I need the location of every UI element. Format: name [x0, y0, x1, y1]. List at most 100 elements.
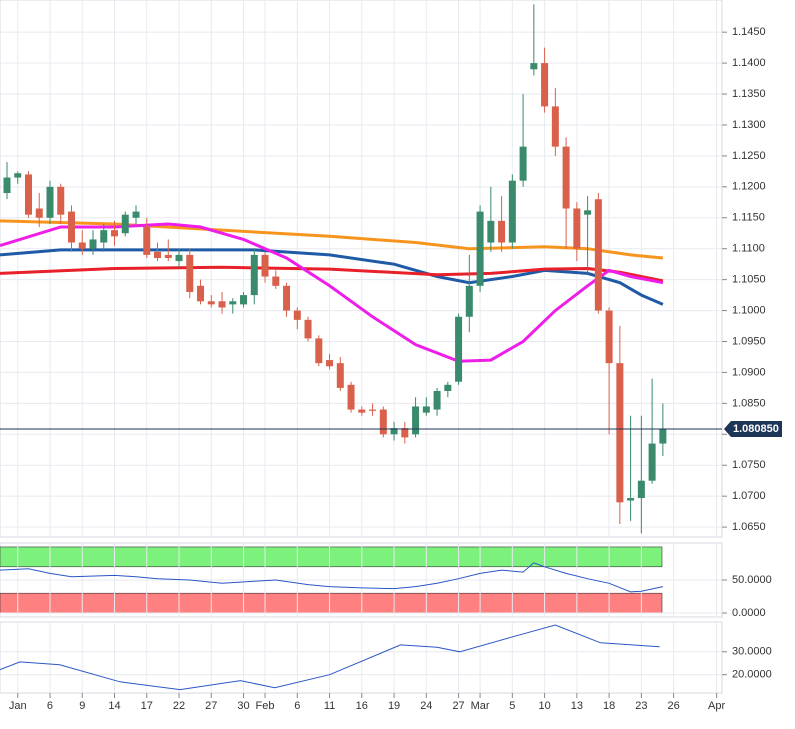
candle-body: [111, 230, 119, 237]
band: [0, 592, 663, 614]
candle-body: [121, 214, 129, 234]
y-tick-label: 0.0000: [732, 607, 766, 619]
y-tick-label: 1.1200: [732, 181, 766, 193]
candle-body: [455, 316, 463, 382]
y-tick-label: 20.0000: [732, 669, 772, 681]
x-tick-label: Apr: [708, 700, 725, 712]
y-tick-label: 1.1450: [732, 26, 766, 38]
candle-body: [390, 428, 398, 435]
y-tick-label: 1.1350: [732, 88, 766, 100]
candle-body: [57, 186, 65, 215]
moving-average: [0, 265, 664, 283]
candle-body: [240, 295, 248, 305]
x-tick-label: 24: [420, 700, 432, 712]
candle-body: [3, 177, 11, 194]
x-tick-label: 16: [356, 700, 368, 712]
indicator-line: [0, 562, 664, 593]
candle-body: [347, 384, 355, 410]
candle-body: [551, 106, 559, 147]
candle-body: [336, 363, 344, 388]
candle-body: [261, 254, 269, 277]
plot-layer: 1.06501.07001.07501.08001.08501.09001.09…: [0, 0, 782, 712]
x-tick-label: Feb: [256, 700, 275, 712]
candle-body: [283, 285, 291, 311]
x-tick-label: 13: [571, 700, 583, 712]
candle-body: [68, 211, 76, 243]
candle-body: [207, 301, 215, 305]
y-tick-label: 1.1400: [732, 57, 766, 69]
candle-body: [648, 443, 656, 481]
candle-body: [164, 254, 172, 258]
candle-body: [637, 480, 645, 499]
x-tick-label: 23: [635, 700, 647, 712]
y-tick-label: 1.0850: [732, 397, 766, 409]
candle-body: [433, 390, 441, 410]
y-tick-label: 1.0900: [732, 366, 766, 378]
candle-body: [186, 254, 194, 293]
candle-body: [24, 174, 32, 215]
candle-body: [293, 310, 301, 320]
candle-body: [519, 146, 527, 181]
y-tick-label: 1.1250: [732, 150, 766, 162]
candle-body: [14, 173, 22, 178]
moving-average: [0, 222, 664, 363]
x-tick-label: 6: [294, 700, 300, 712]
y-tick-label: 1.0700: [732, 490, 766, 502]
x-tick-label: 11: [324, 700, 335, 712]
lower-panel: [0, 621, 723, 694]
y-tick-label: 1.1300: [732, 119, 766, 131]
x-tick-label: 6: [47, 700, 53, 712]
candle-body: [412, 406, 420, 435]
candle-body: [605, 310, 613, 364]
candle-body: [444, 384, 452, 391]
x-tick-label: 19: [388, 700, 400, 712]
x-tick-label: 9: [79, 700, 85, 712]
candle-body: [594, 199, 602, 311]
x-tick-label: 10: [538, 700, 550, 712]
x-tick-label: 18: [603, 700, 615, 712]
y-tick-label: 1.0950: [732, 335, 766, 347]
y-tick-label: 1.1150: [732, 212, 765, 224]
candle-body: [143, 227, 151, 255]
candle-body: [369, 409, 377, 411]
y-tick-label: 50.0000: [732, 574, 772, 586]
candle-body: [541, 63, 549, 107]
x-tick-label: Jan: [9, 700, 27, 712]
candle-body: [465, 285, 473, 317]
candle-body: [132, 211, 140, 218]
x-tick-label: Mar: [471, 700, 490, 712]
band: [0, 546, 663, 568]
x-tick-label: 17: [141, 700, 153, 712]
candle-body: [46, 186, 54, 218]
moving-average: [0, 248, 664, 306]
candle-body: [100, 230, 108, 243]
candle-body: [229, 301, 237, 305]
y-tick-label: 30.0000: [732, 646, 772, 658]
candle-body: [487, 220, 495, 243]
x-tick-label: 22: [173, 700, 185, 712]
candle-body: [627, 498, 635, 501]
moving-average: [0, 219, 664, 260]
candle-body: [89, 239, 97, 249]
candle-body: [401, 428, 409, 438]
candle-body: [530, 63, 538, 70]
candle-body: [197, 285, 205, 302]
x-tick-label: 27: [205, 700, 217, 712]
last-price-box: [724, 421, 782, 438]
candle-body: [562, 146, 570, 209]
candle-body: [498, 220, 506, 243]
candle-body: [35, 208, 43, 218]
candle-body: [272, 276, 280, 286]
x-tick-label: 27: [452, 700, 464, 712]
candle-body: [584, 210, 592, 215]
y-tick-label: 1.0750: [732, 459, 766, 471]
candle-body: [304, 319, 312, 339]
candle-body: [218, 301, 226, 308]
candle-body: [422, 406, 430, 413]
candle-body: [358, 409, 366, 413]
candle-body: [476, 211, 484, 286]
x-tick-label: 26: [667, 700, 679, 712]
candle-body: [379, 409, 387, 435]
